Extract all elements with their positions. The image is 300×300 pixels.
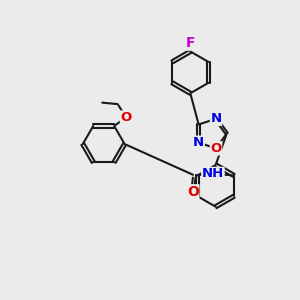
Text: F: F [186, 36, 195, 50]
Text: N: N [211, 112, 222, 125]
Text: N: N [193, 136, 204, 149]
Text: O: O [121, 111, 132, 124]
Text: O: O [187, 185, 199, 199]
Text: NH: NH [202, 167, 224, 180]
Text: O: O [210, 142, 222, 155]
